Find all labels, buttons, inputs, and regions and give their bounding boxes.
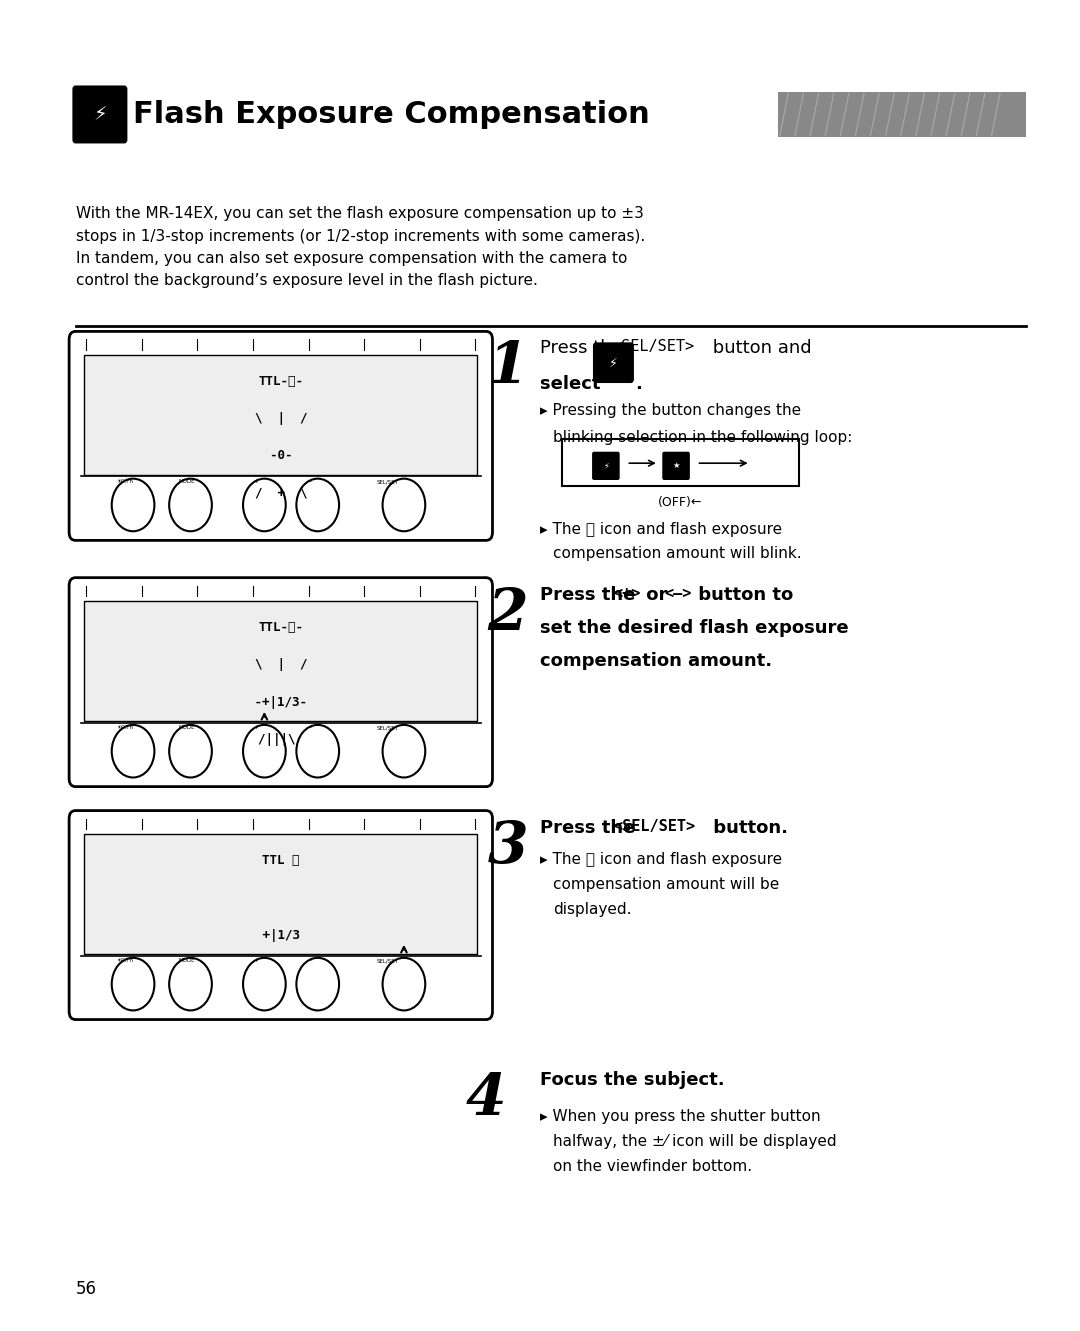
Text: -0-: -0- xyxy=(255,450,307,462)
Text: button and: button and xyxy=(707,339,812,358)
Text: ☀C.Fn: ☀C.Fn xyxy=(117,479,133,484)
Text: displayed.: displayed. xyxy=(553,902,632,917)
Text: 2: 2 xyxy=(487,586,528,642)
Text: <SEL/SET>: <SEL/SET> xyxy=(612,339,694,354)
Text: ▸ The ⓹ icon and flash exposure: ▸ The ⓹ icon and flash exposure xyxy=(540,852,782,866)
Text: Flash Exposure Compensation: Flash Exposure Compensation xyxy=(133,100,649,129)
FancyBboxPatch shape xyxy=(663,453,689,479)
Text: or: or xyxy=(640,586,674,604)
Text: 1: 1 xyxy=(487,339,528,395)
Text: compensation amount will be: compensation amount will be xyxy=(553,877,779,892)
Text: -+|1/3-: -+|1/3- xyxy=(247,696,314,708)
Text: compensation amount will blink.: compensation amount will blink. xyxy=(553,546,801,560)
Text: button to: button to xyxy=(692,586,794,604)
Text: ▸ The ⓹ icon and flash exposure: ▸ The ⓹ icon and flash exposure xyxy=(540,522,782,536)
Text: MODE: MODE xyxy=(178,479,194,484)
Text: ⚡: ⚡ xyxy=(93,105,107,124)
Text: Press the: Press the xyxy=(540,586,642,604)
Text: (OFF)←: (OFF)← xyxy=(658,496,703,510)
Text: blinking selection in the following loop:: blinking selection in the following loop… xyxy=(553,430,852,445)
Text: .: . xyxy=(635,375,642,394)
Text: —: — xyxy=(307,725,312,731)
Text: With the MR-14EX, you can set the flash exposure compensation up to ±3
stops in : With the MR-14EX, you can set the flash … xyxy=(76,206,645,287)
Text: TTL-⓹-: TTL-⓹- xyxy=(258,622,303,634)
Bar xyxy=(84,355,477,475)
FancyBboxPatch shape xyxy=(73,87,126,142)
Text: 4: 4 xyxy=(465,1071,507,1127)
Text: +: + xyxy=(254,958,258,964)
Text: 3: 3 xyxy=(487,819,528,874)
Text: \  |  /: \ | / xyxy=(255,413,307,425)
Text: Press the: Press the xyxy=(540,819,642,837)
Text: ☀C.Fn: ☀C.Fn xyxy=(117,725,133,731)
Text: <+>: <+> xyxy=(613,586,640,600)
Text: select: select xyxy=(540,375,607,394)
Text: Focus the subject.: Focus the subject. xyxy=(540,1071,725,1090)
Bar xyxy=(84,602,477,721)
Text: \  |  /: \ | / xyxy=(255,659,307,671)
Text: +|1/3: +|1/3 xyxy=(255,929,307,941)
Text: ⚡: ⚡ xyxy=(603,462,609,470)
FancyBboxPatch shape xyxy=(69,331,492,540)
Text: /|||\: /|||\ xyxy=(258,733,303,745)
Text: ▸ When you press the shutter button: ▸ When you press the shutter button xyxy=(540,1109,821,1123)
Text: halfway, the ±⁄ icon will be displayed: halfway, the ±⁄ icon will be displayed xyxy=(553,1134,837,1149)
Text: TTL ⓹: TTL ⓹ xyxy=(262,855,299,866)
Text: compensation amount.: compensation amount. xyxy=(540,652,772,671)
Text: SEL/SET: SEL/SET xyxy=(377,479,399,484)
FancyBboxPatch shape xyxy=(593,453,619,479)
Text: on the viewfinder bottom.: on the viewfinder bottom. xyxy=(553,1159,752,1174)
Text: 56: 56 xyxy=(76,1279,96,1298)
Text: SEL/SET: SEL/SET xyxy=(377,958,399,964)
Text: ▸ Pressing the button changes the: ▸ Pressing the button changes the xyxy=(540,403,801,418)
Bar xyxy=(562,439,799,486)
Bar xyxy=(778,92,1026,137)
Text: /  +  \: / + \ xyxy=(255,487,307,499)
Text: ☀C.Fn: ☀C.Fn xyxy=(117,958,133,964)
Text: SEL/SET: SEL/SET xyxy=(377,725,399,731)
Text: MODE: MODE xyxy=(178,958,194,964)
Text: set the desired flash exposure: set the desired flash exposure xyxy=(540,619,849,638)
Text: ★: ★ xyxy=(673,462,679,470)
Text: Press the: Press the xyxy=(540,339,629,358)
Text: +: + xyxy=(254,725,258,731)
Text: <–>: <–> xyxy=(664,586,691,600)
FancyBboxPatch shape xyxy=(69,578,492,787)
Text: +: + xyxy=(254,479,258,484)
Text: ⚡: ⚡ xyxy=(609,357,618,369)
Text: —: — xyxy=(307,958,312,964)
Bar xyxy=(84,835,477,953)
Text: MODE: MODE xyxy=(178,725,194,731)
FancyBboxPatch shape xyxy=(69,811,492,1020)
Text: TTL-⓹-: TTL-⓹- xyxy=(258,375,303,387)
Text: button.: button. xyxy=(707,819,788,837)
Text: —: — xyxy=(307,479,312,484)
Text: <SEL/SET>: <SEL/SET> xyxy=(613,819,696,833)
FancyBboxPatch shape xyxy=(594,343,633,382)
